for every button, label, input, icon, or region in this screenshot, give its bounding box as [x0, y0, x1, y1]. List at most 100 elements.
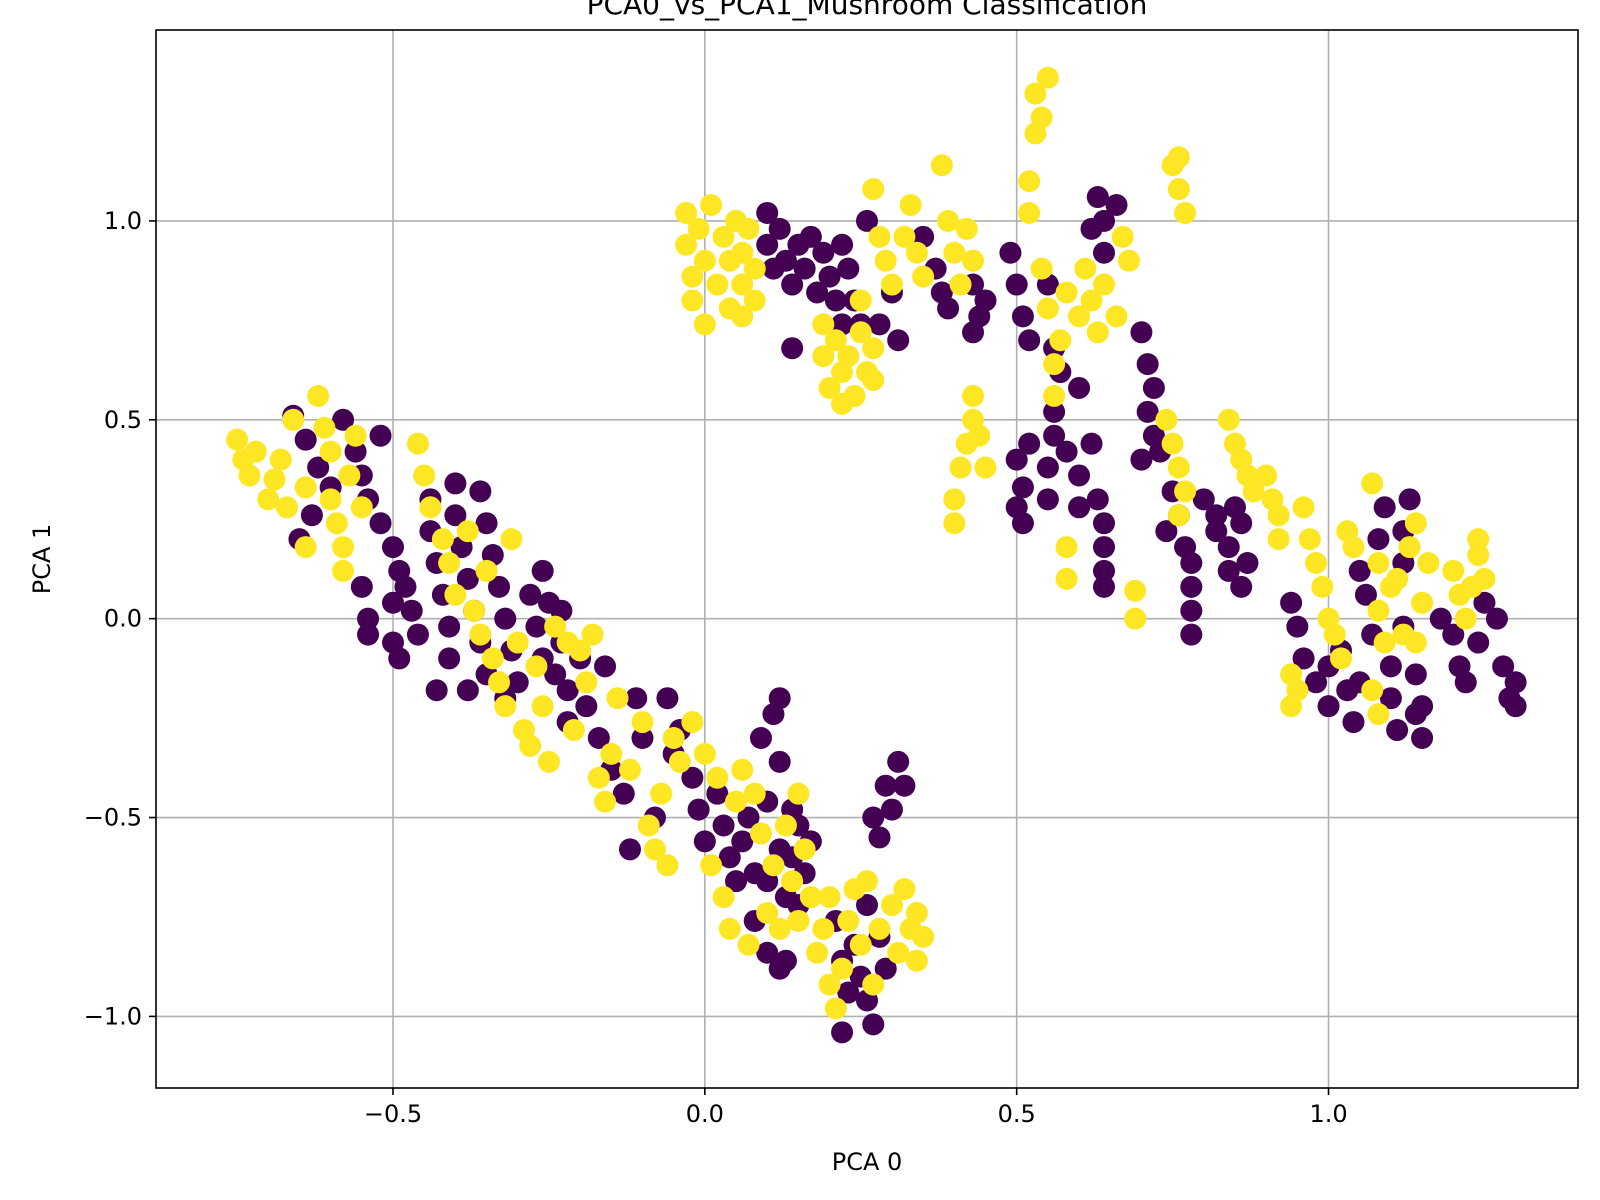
data-point — [1467, 631, 1490, 654]
data-point — [1011, 512, 1034, 535]
data-point — [837, 257, 860, 280]
data-point — [1117, 249, 1140, 272]
data-point — [1354, 583, 1377, 606]
data-point — [824, 329, 847, 352]
data-point — [1205, 504, 1228, 527]
data-point — [1068, 464, 1091, 487]
data-point — [880, 798, 903, 821]
data-point — [1454, 671, 1477, 694]
data-point — [787, 782, 810, 805]
scatter-points — [226, 66, 1527, 1044]
x-tick-label: 1.0 — [1309, 1100, 1347, 1128]
data-point — [456, 520, 479, 543]
data-point — [338, 464, 361, 487]
data-point — [1068, 305, 1091, 328]
x-tick-label: 0.0 — [686, 1100, 724, 1128]
data-point — [319, 440, 342, 463]
data-point — [868, 917, 891, 940]
data-point — [382, 536, 404, 559]
data-point — [1093, 512, 1115, 535]
data-point — [1018, 329, 1041, 352]
data-point — [394, 575, 417, 598]
data-point — [905, 901, 928, 924]
data-point — [357, 607, 380, 630]
data-point — [1011, 305, 1034, 328]
data-point — [668, 750, 691, 773]
data-point — [494, 607, 517, 630]
data-point — [681, 711, 704, 734]
data-point — [675, 233, 698, 256]
data-point — [718, 846, 741, 869]
data-point — [544, 615, 567, 638]
data-point — [681, 289, 704, 312]
data-point — [725, 870, 748, 893]
data-point — [731, 830, 754, 853]
data-point — [849, 289, 872, 312]
data-point — [1404, 512, 1427, 535]
data-point — [937, 209, 960, 232]
data-point — [1429, 607, 1452, 630]
data-point — [1036, 297, 1059, 320]
data-point — [1167, 456, 1190, 479]
data-point — [1055, 281, 1078, 304]
data-point — [793, 838, 816, 861]
data-point — [1155, 408, 1178, 431]
data-point — [1043, 400, 1066, 423]
data-point — [856, 870, 878, 893]
data-point — [575, 671, 598, 694]
data-point — [743, 257, 766, 280]
data-point — [562, 719, 585, 742]
data-point — [1174, 201, 1197, 224]
data-point — [1105, 305, 1128, 328]
data-point — [1217, 408, 1240, 431]
data-point — [905, 241, 928, 264]
data-point — [1130, 321, 1153, 344]
data-point — [350, 496, 373, 519]
data-point — [1267, 528, 1290, 551]
data-point — [1049, 329, 1072, 352]
data-point — [837, 345, 860, 368]
data-point — [469, 480, 492, 503]
data-point — [307, 384, 330, 407]
data-point — [756, 233, 779, 256]
data-point — [930, 154, 953, 177]
data-point — [488, 671, 511, 694]
data-point — [749, 726, 772, 749]
data-point — [893, 878, 916, 901]
data-point — [1404, 631, 1427, 654]
data-point — [650, 782, 673, 805]
data-point — [837, 981, 860, 1004]
data-point — [419, 496, 442, 519]
data-point — [263, 468, 286, 491]
data-point — [1024, 122, 1047, 145]
data-point — [1174, 480, 1197, 503]
data-point — [1367, 599, 1390, 622]
data-point — [1305, 551, 1328, 574]
data-point — [294, 476, 317, 499]
data-point — [1367, 551, 1390, 574]
y-tick-label: 0.0 — [104, 605, 142, 633]
data-point — [905, 949, 928, 972]
data-point — [431, 528, 454, 551]
data-point — [812, 917, 835, 940]
data-point — [1043, 424, 1066, 447]
data-point — [444, 472, 467, 495]
data-point — [806, 941, 829, 964]
data-point — [1386, 719, 1409, 742]
data-point — [344, 424, 367, 447]
data-point — [537, 750, 560, 773]
data-point — [319, 488, 342, 511]
data-point — [962, 321, 985, 344]
data-point — [1130, 448, 1153, 471]
plot-frame — [155, 29, 1579, 1089]
data-point — [1167, 178, 1190, 201]
data-point — [831, 233, 854, 256]
data-point — [812, 241, 835, 264]
data-point — [1086, 186, 1109, 209]
data-point — [500, 528, 523, 551]
data-point — [781, 870, 804, 893]
data-point — [612, 782, 635, 805]
data-point — [438, 647, 461, 670]
data-point — [874, 774, 897, 797]
data-point — [1230, 575, 1253, 598]
